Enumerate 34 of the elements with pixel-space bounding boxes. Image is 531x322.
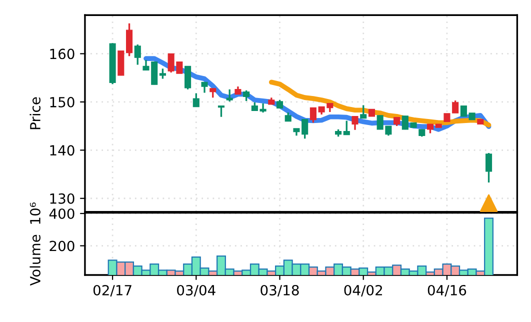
x-tick-label: 03/04 xyxy=(177,284,216,297)
candlestick xyxy=(310,106,316,124)
y-tick-label: 400 xyxy=(49,208,74,219)
x-tick-label: 04/16 xyxy=(428,284,466,297)
candlestick xyxy=(243,90,250,102)
candlestick xyxy=(226,88,233,102)
y-axis-title: Volume 10⁶ xyxy=(30,202,40,286)
candlestick xyxy=(360,104,367,120)
candlestick xyxy=(260,102,266,114)
candlestick xyxy=(485,152,492,184)
candlestick xyxy=(192,92,200,108)
candlestick xyxy=(218,104,225,118)
y-tick-label: 200 xyxy=(50,240,74,252)
candlestick xyxy=(159,68,166,80)
line-series xyxy=(268,80,492,128)
candlestick xyxy=(210,88,216,98)
candlestick xyxy=(352,116,358,131)
candlestick xyxy=(460,105,467,117)
candlestick xyxy=(134,44,141,66)
y-tick-label: 160 xyxy=(50,48,74,60)
x-tick-label: 03/18 xyxy=(260,284,299,297)
candlestick xyxy=(343,120,350,136)
candlestick xyxy=(184,65,192,90)
y-tick-label: 130 xyxy=(50,193,74,204)
candlestick xyxy=(452,100,459,114)
candlestick xyxy=(402,115,408,130)
candlestick xyxy=(426,123,434,134)
y-tick-label: 150 xyxy=(50,96,74,108)
candlestick xyxy=(201,81,208,94)
x-tick-label: 04/02 xyxy=(344,284,382,297)
x-tick-label: 02/17 xyxy=(93,284,132,297)
y-axis-title: Price xyxy=(30,97,40,130)
y-tick-label: 140 xyxy=(50,145,74,156)
candlestick xyxy=(126,22,133,57)
